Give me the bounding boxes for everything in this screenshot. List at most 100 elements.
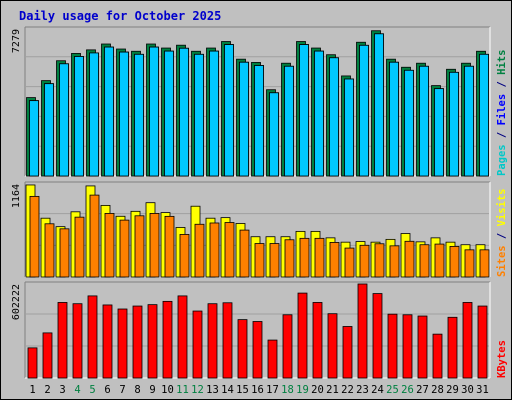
legend-part: Visits [496,188,508,226]
bar-kbytes-day-20 [312,302,323,379]
bar-pages-day-7 [119,51,129,177]
bar-kbytes-day-2 [42,332,53,379]
bar-kbytes-day-10 [162,300,173,379]
bar-sites-day-31 [479,249,490,278]
x-tick-day-12: 12 [191,384,204,396]
bar-pages-day-5 [89,52,99,177]
bar-pages-day-25 [389,61,399,177]
bar-pages-day-17 [269,92,279,177]
bar-kbytes-day-6 [102,304,113,379]
bar-pages-day-31 [479,53,489,177]
bar-sites-day-13 [209,222,220,278]
x-tick-labels: 1 2 3 4 5 6 7 8 9 10 11 12 13 14 15 16 17 18 19 20 21 22 23 24 2… [29,384,488,396]
bar-sites-day-15 [239,229,250,278]
y-max-label: 1164 [11,184,22,208]
x-tick-day-14: 14 [221,384,234,396]
bar-sites-day-17 [269,243,280,278]
bar-pages-day-4 [74,56,84,177]
bar-sites-day-3 [59,228,70,278]
bar-sites-day-25 [389,245,400,278]
legend-part: Files [496,94,508,126]
bar-pages-day-22 [344,78,354,177]
x-tick-day-2: 2 [44,384,50,396]
y-max-label: 7279 [11,29,22,53]
bar-pages-day-28 [434,88,444,177]
bar-sites-day-26 [404,240,415,278]
bar-kbytes-day-18 [282,314,293,379]
x-tick-day-9: 9 [149,384,155,396]
bar-sites-day-10 [164,215,175,278]
x-tick-day-13: 13 [206,384,219,396]
bar-sites-day-20 [314,237,325,278]
x-tick-day-18: 18 [281,384,294,396]
bar-sites-day-1 [29,195,40,278]
chart-title: Daily usage for October 2025 [19,9,221,23]
x-tick-day-27: 27 [416,384,429,396]
bar-pages-day-27 [419,65,429,177]
bar-sites-day-6 [104,213,115,278]
bar-kbytes-day-27 [417,315,428,379]
bar-sites-day-4 [74,216,85,278]
bar-pages-day-9 [149,46,159,177]
bar-kbytes-day-4 [72,303,83,379]
legend-part: / [496,125,508,144]
bar-pages-day-13 [209,50,219,177]
bar-kbytes-day-16 [252,321,263,379]
x-tick-day-11: 11 [176,384,189,396]
legend-part: KBytes [496,340,508,378]
bar-pages-day-20 [314,50,324,177]
x-tick-day-23: 23 [356,384,369,396]
bar-sites-day-27 [419,244,430,278]
bar-kbytes-day-29 [447,316,458,379]
bar-kbytes-day-25 [387,313,398,379]
x-tick-day-17: 17 [266,384,279,396]
bar-kbytes-day-21 [327,313,338,379]
bar-kbytes-day-24 [372,293,383,379]
bar-pages-day-30 [464,65,474,177]
x-tick-day-21: 21 [326,384,339,396]
legend-part: Sites [496,245,508,277]
x-tick-day-29: 29 [446,384,459,396]
bar-sites-day-29 [449,245,460,278]
bar-kbytes-day-30 [462,302,473,379]
bar-sites-day-14 [224,222,235,278]
bar-sites-day-22 [344,247,355,278]
bar-pages-day-18 [284,65,294,177]
bar-kbytes-day-11 [177,295,188,379]
x-tick-day-31: 31 [476,384,489,396]
bar-pages-day-26 [404,69,414,177]
bar-kbytes-day-17 [267,339,278,379]
bar-kbytes-day-7 [117,308,128,379]
bar-pages-day-8 [134,53,144,177]
legend-part: Hits [496,50,508,75]
bar-sites-day-12 [194,223,205,278]
bar-sites-day-8 [134,215,145,278]
bar-pages-day-3 [59,63,69,177]
bar-kbytes-day-3 [57,302,68,379]
x-tick-day-8: 8 [134,384,140,396]
bar-kbytes-day-8 [132,305,143,379]
x-tick-day-4: 4 [74,384,80,396]
panel-visits-sites: 1164 Sites / Visits [11,181,508,278]
bar-pages-day-14 [224,44,234,177]
bar-kbytes-day-28 [432,333,443,379]
bar-kbytes-day-12 [192,310,203,379]
bar-kbytes-day-26 [402,314,413,379]
x-tick-day-10: 10 [161,384,174,396]
bar-pages-day-29 [449,71,459,177]
bar-sites-day-7 [119,219,130,278]
legend-part: / [496,75,508,94]
x-tick-day-24: 24 [371,384,384,396]
chart-panels: 7279 Pages / Files / Hits 1164 Sites / Visi… [11,26,508,379]
bar-kbytes-day-31 [477,305,488,379]
bar-kbytes-day-9 [147,304,158,379]
panel-kbytes: 602222 KBytes [11,281,508,379]
bar-sites-day-30 [464,249,475,278]
bar-kbytes-day-14 [222,302,233,379]
bar-sites-day-21 [329,242,340,278]
legend-part: / [496,226,508,245]
bar-pages-day-15 [239,61,249,177]
bar-pages-day-19 [299,44,309,177]
x-tick-day-7: 7 [119,384,125,396]
